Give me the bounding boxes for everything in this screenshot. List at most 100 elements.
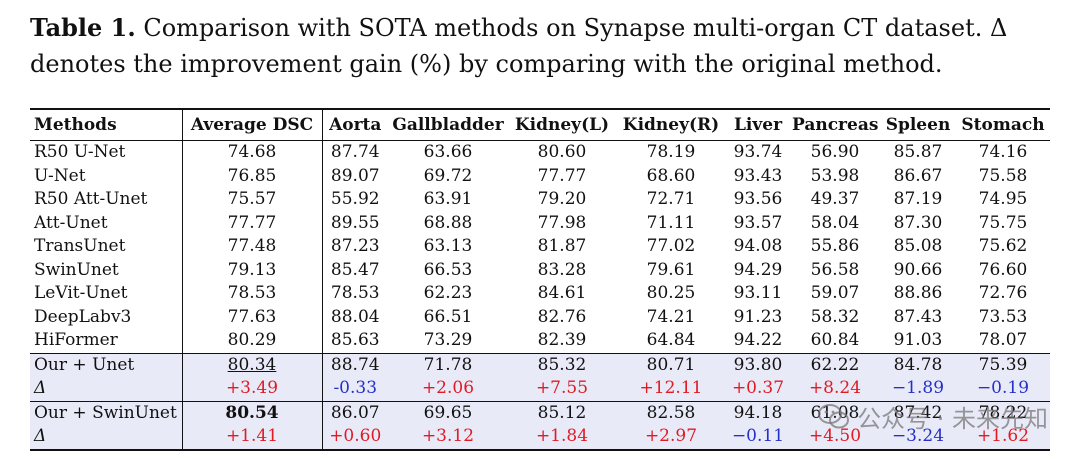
cell-value: 89.07	[321, 164, 388, 188]
header-liver: Liver	[733, 115, 783, 135]
header-spleen: Spleen	[885, 115, 951, 135]
header-pancreas: Pancreas	[792, 115, 879, 135]
cell-value: 69.65	[423, 402, 473, 423]
caption-label: Table 1.	[30, 13, 136, 42]
delta-value: +1.84	[535, 426, 589, 447]
delta-value: +2.97	[644, 426, 698, 447]
cell-value: 74.21	[646, 306, 696, 327]
delta-value: −0.11	[731, 426, 785, 447]
table-caption: Table 1. Comparison with SOTA methods on…	[30, 10, 1060, 82]
cell-value: 82.58	[646, 402, 696, 423]
cell-value-second-best: 80.34	[181, 353, 322, 377]
cell-value: 60.84	[810, 330, 860, 351]
cell-value: 85.32	[537, 354, 587, 375]
cell-value: 68.60	[646, 165, 696, 186]
cell-value: 87.23	[321, 235, 388, 259]
watermark-text: 公众号 · 未来先知	[857, 405, 1048, 433]
cell-value: 75.75	[978, 212, 1028, 233]
cell-value: 58.32	[810, 306, 860, 327]
cell-value: 78.53	[321, 282, 388, 306]
header-average-dsc: Average DSC	[181, 109, 322, 141]
cell-value: 77.63	[181, 305, 322, 329]
cell-value: 68.88	[423, 212, 473, 233]
caption-line1: Comparison with SOTA methods on Synapse …	[135, 14, 1008, 42]
cell-value: 71.78	[423, 354, 473, 375]
cell-value: 73.53	[978, 306, 1028, 327]
cell-value: 91.03	[893, 330, 943, 351]
header-stomach: Stomach	[961, 115, 1045, 135]
cell-value: 55.92	[321, 188, 388, 212]
cell-value: 87.19	[893, 189, 943, 210]
cell-value: 85.63	[321, 329, 388, 353]
cell-value: 82.39	[537, 330, 587, 351]
header-aorta: Aorta	[321, 109, 388, 141]
cell-value: 87.43	[893, 306, 943, 327]
cell-value: 77.98	[537, 212, 587, 233]
watermark: 公众号 · 未来先知	[817, 399, 1048, 434]
delta-value: +12.11	[639, 378, 703, 399]
header-kidney-r: Kidney(R)	[622, 115, 720, 135]
wechat-icon	[818, 403, 850, 428]
cell-value: 94.08	[733, 236, 783, 257]
delta-label: Δ	[34, 378, 47, 399]
cell-value: 81.87	[537, 236, 587, 257]
cell-value: 76.60	[978, 259, 1028, 280]
cell-value: 77.02	[646, 236, 696, 257]
cell-value: 93.80	[733, 354, 783, 375]
cell-value: 63.13	[423, 236, 473, 257]
table-row: R50 U-Net 74.68 87.74 63.66 80.60 78.19 …	[30, 140, 1050, 165]
cell-value: 77.48	[181, 235, 322, 259]
cell-value: 87.30	[893, 212, 943, 233]
cell-value: 80.29	[181, 329, 322, 353]
cell-method: DeepLabv3	[34, 306, 132, 327]
cell-value: 49.37	[810, 189, 860, 210]
cell-value: 94.29	[733, 259, 783, 280]
cell-value: 56.58	[810, 259, 860, 280]
delta-value: −1.89	[891, 378, 945, 399]
cell-value: 75.39	[978, 354, 1028, 375]
cell-method: Our + Unet	[34, 354, 135, 375]
caption-line2: denotes the improvement gain (%) by comp…	[30, 50, 943, 78]
cell-value: 77.77	[181, 211, 322, 235]
cell-value: 84.78	[893, 354, 943, 375]
cell-value: 82.76	[537, 306, 587, 327]
cell-value: 76.85	[181, 164, 322, 188]
cell-method: TransUnet	[34, 236, 126, 257]
cell-value: 78.53	[181, 282, 322, 306]
cell-value: 71.11	[646, 212, 696, 233]
cell-value: 93.43	[733, 165, 783, 186]
cell-value: 75.62	[978, 236, 1028, 257]
delta-value: +3.49	[181, 377, 322, 401]
cell-value: 69.72	[423, 165, 473, 186]
cell-value: 94.22	[733, 330, 783, 351]
cell-value: 85.47	[321, 258, 388, 282]
cell-value: 72.76	[978, 283, 1028, 304]
cell-method: LeVit-Unet	[34, 283, 128, 304]
table-row: U-Net 76.85 89.07 69.72 77.77 68.60 93.4…	[30, 164, 1050, 188]
cell-value: 53.98	[810, 165, 860, 186]
cell-value: 79.61	[646, 259, 696, 280]
cell-value: 63.91	[423, 189, 473, 210]
table-row: R50 Att-Unet 75.57 55.92 63.91 79.20 72.…	[30, 188, 1050, 212]
cell-value: 63.66	[423, 142, 473, 163]
cell-value: 93.57	[733, 212, 783, 233]
cell-value: 85.12	[537, 402, 587, 423]
cell-value: 77.77	[537, 165, 587, 186]
cell-value: 88.74	[321, 353, 388, 377]
cell-value: 78.07	[978, 330, 1028, 351]
cell-method: SwinUnet	[34, 259, 119, 280]
delta-value: +7.55	[535, 378, 589, 399]
cell-value-best: 80.54	[181, 401, 322, 425]
delta-value: −3.24	[891, 426, 945, 447]
cell-value: 72.71	[646, 189, 696, 210]
cell-value: 83.28	[537, 259, 587, 280]
cell-value: 80.60	[537, 142, 587, 163]
cell-value: 74.16	[978, 142, 1028, 163]
delta-value: +8.24	[808, 378, 862, 399]
cell-value: 87.42	[893, 402, 943, 423]
delta-value: +0.60	[321, 425, 388, 450]
cell-value: 66.53	[423, 259, 473, 280]
cell-value: 94.18	[733, 402, 783, 423]
cell-method: Our + SwinUnet	[34, 402, 177, 423]
cell-value: 75.58	[978, 165, 1028, 186]
